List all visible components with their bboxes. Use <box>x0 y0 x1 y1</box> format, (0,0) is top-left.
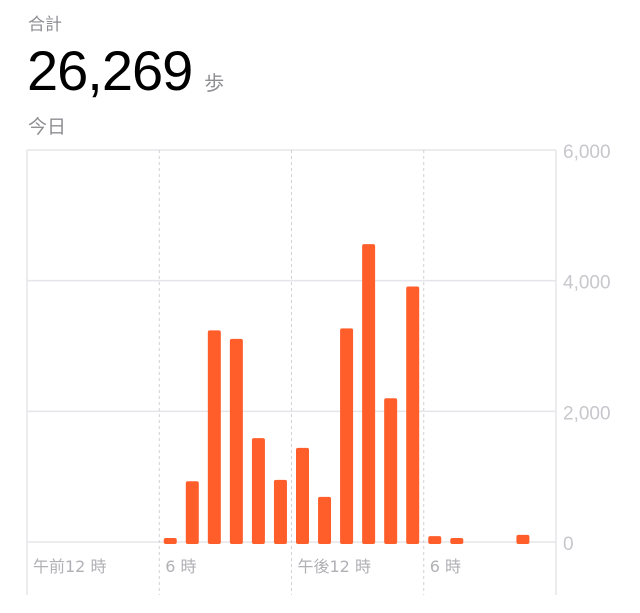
bar <box>406 286 420 544</box>
bar <box>450 538 464 544</box>
y-tick-label: 4,000 <box>563 273 611 294</box>
bar <box>318 496 332 544</box>
bar <box>163 538 177 544</box>
steps-unit: 歩 <box>204 71 225 95</box>
date-label: 今日 <box>28 116 67 138</box>
bar <box>273 479 287 544</box>
bar <box>207 330 221 544</box>
bar <box>296 447 309 544</box>
bar <box>229 338 243 544</box>
total-label: 合計 <box>28 15 62 35</box>
y-tick-label: 6,000 <box>563 142 611 163</box>
x-tick-label: 午前12 時 <box>33 557 106 576</box>
bar <box>516 534 530 544</box>
bar <box>362 244 376 544</box>
bar <box>428 536 442 544</box>
bar <box>185 481 199 544</box>
bar <box>384 398 398 544</box>
total-steps-value: 26,269 <box>27 39 193 102</box>
bar <box>251 438 265 544</box>
total-row: 26,269 歩 <box>27 38 224 103</box>
x-tick-label: 6 時 <box>165 557 196 576</box>
y-tick-label: 0 <box>563 534 574 555</box>
bar <box>340 328 354 544</box>
y-tick-label: 2,000 <box>563 403 611 424</box>
x-tick-label: 6 時 <box>430 557 461 576</box>
x-tick-label: 午後12 時 <box>298 557 371 576</box>
